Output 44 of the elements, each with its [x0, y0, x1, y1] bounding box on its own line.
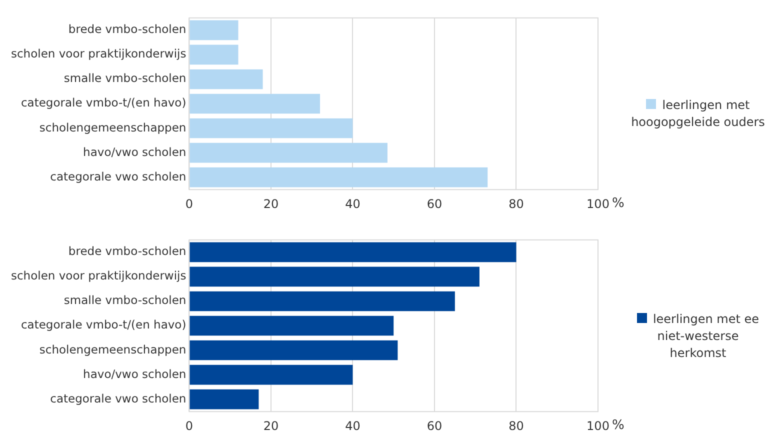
bar — [190, 242, 516, 262]
x-tick-label: 100 — [586, 418, 610, 433]
bar — [190, 142, 388, 163]
bar — [190, 44, 238, 65]
bar — [190, 69, 263, 90]
x-tick-label: 0 — [185, 196, 194, 211]
x-tick-label: 60 — [426, 418, 442, 433]
x-tick-label: 80 — [508, 418, 524, 433]
bar — [190, 20, 238, 40]
x-axis-title: % — [612, 418, 624, 433]
y-tick-label: brede vmbo-scholen — [68, 244, 186, 258]
y-tick-label: havo/vwo scholen — [83, 366, 186, 381]
x-axis-title: % — [612, 196, 624, 211]
y-tick-label: scholengemeenschappen — [39, 120, 186, 134]
y-tick-label: scholen voor praktijkonderwijs — [10, 268, 186, 283]
y-tick-label: smalle vmbo-scholen — [64, 293, 186, 308]
x-tick-label: 0 — [185, 418, 194, 433]
bar — [190, 291, 455, 312]
y-tick-label: categorale vmbo-t/(en havo) — [20, 318, 186, 332]
y-tick-label: scholen voor praktijkonderwijs — [10, 46, 186, 61]
x-tick-label: 20 — [263, 418, 279, 433]
y-tick-label: categorale vwo scholen — [50, 391, 186, 406]
x-tick-label: 40 — [345, 196, 360, 211]
x-tick-label: 100 — [586, 196, 610, 211]
y-tick-label: categorale vmbo-t/(en havo) — [20, 96, 186, 110]
y-tick-label: scholengemeenschappen — [39, 342, 186, 356]
x-tick-label: 80 — [508, 196, 524, 211]
y-tick-label: smalle vmbo-scholen — [64, 71, 186, 86]
bar — [190, 364, 353, 385]
bar — [190, 389, 259, 410]
legend-label: leerlingen met ee niet-westerse herkomst — [652, 312, 760, 360]
x-tick-label: 40 — [345, 418, 360, 433]
y-tick-label: categorale vwo scholen — [50, 169, 186, 184]
bar — [190, 118, 353, 138]
legend-label: leerlingen met hoogopgeleide ouders — [631, 98, 765, 129]
y-tick-label: havo/vwo scholen — [83, 144, 186, 159]
x-tick-label: 60 — [426, 196, 442, 211]
x-tick-label: 20 — [263, 196, 279, 211]
bar — [190, 94, 320, 114]
y-tick-label: brede vmbo-scholen — [68, 22, 186, 36]
bar — [190, 316, 394, 336]
bar — [190, 340, 398, 360]
bar — [190, 167, 488, 188]
bar — [190, 266, 480, 287]
